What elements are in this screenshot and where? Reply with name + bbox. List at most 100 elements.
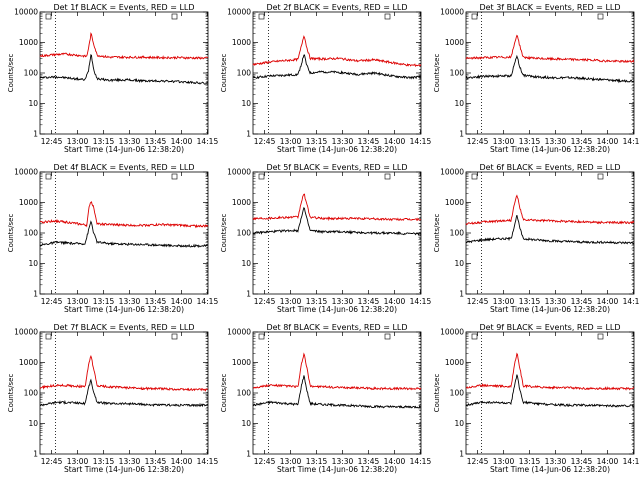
- y-tick-label: 10: [241, 99, 251, 108]
- y-tick-label: 100: [24, 389, 39, 398]
- interval-marker: [471, 13, 478, 20]
- interval-marker: [384, 13, 391, 20]
- x-axis-label: Start Time (14-Jun-06 12:38:20): [490, 465, 610, 474]
- chart-panel-2: Det 2f BLACK = Events, RED = LLD 12:45 13:…: [220, 3, 431, 154]
- series-line-lld: [39, 355, 208, 392]
- y-tick-label: 10000: [227, 328, 251, 337]
- y-tick-label: 1000: [445, 198, 464, 207]
- y-tick-label: 10: [454, 419, 464, 428]
- x-tick-label: 12:45: [254, 137, 276, 146]
- y-tick-label: 1000: [19, 358, 38, 367]
- x-tick-label: 14:00: [384, 457, 406, 466]
- y-tick-label: 10: [241, 259, 251, 268]
- y-tick-label: 100: [24, 69, 39, 78]
- x-axis-label: Start Time (14-Jun-06 12:38:20): [64, 305, 184, 314]
- y-axis-label: Counts/sec: [220, 54, 228, 93]
- y-axis-label: Counts/sec: [7, 374, 15, 413]
- x-tick-label: 13:00: [493, 297, 515, 306]
- x-tick-label: 13:15: [519, 457, 541, 466]
- plot-frame: [39, 11, 209, 135]
- y-tick-label: 10: [28, 99, 38, 108]
- y-tick-label: 1000: [232, 38, 251, 47]
- chart-title: Det 6f BLACK = Events, RED = LLD: [479, 163, 620, 172]
- y-tick-label: 1: [33, 450, 38, 459]
- y-axis-label: Counts/sec: [7, 54, 15, 93]
- y-tick-label: 1000: [19, 38, 38, 47]
- x-tick-label: 13:30: [119, 457, 141, 466]
- plot-frame: [39, 331, 209, 455]
- x-tick-label: 13:45: [571, 457, 593, 466]
- y-tick-label: 10000: [440, 8, 464, 17]
- series-line-events: [465, 54, 635, 84]
- x-tick-label: 13:30: [545, 137, 567, 146]
- y-tick-label: 1000: [445, 38, 464, 47]
- y-tick-label: 1: [33, 130, 38, 139]
- y-axis-label: Counts/sec: [220, 214, 228, 253]
- x-tick-label: 13:00: [280, 137, 302, 146]
- x-axis-label: Start Time (14-Jun-06 12:38:20): [490, 145, 610, 154]
- x-tick-label: 13:15: [93, 297, 115, 306]
- x-tick-label: 13:15: [306, 457, 328, 466]
- x-tick-label: 13:30: [332, 457, 354, 466]
- x-tick-label: 14:00: [597, 457, 619, 466]
- y-tick-label: 100: [24, 229, 39, 238]
- interval-marker: [258, 173, 265, 180]
- y-tick-label: 10000: [14, 8, 38, 17]
- x-tick-label: 14:15: [197, 457, 219, 466]
- series-line-lld: [465, 194, 635, 226]
- y-tick-label: 100: [237, 69, 252, 78]
- plot-frame: [252, 171, 422, 295]
- y-axis-label: Counts/sec: [433, 374, 441, 413]
- plot-frame: [465, 331, 635, 455]
- chart-title: Det 8f BLACK = Events, RED = LLD: [266, 323, 407, 332]
- x-axis-label: Start Time (14-Jun-06 12:38:20): [277, 465, 397, 474]
- x-tick-label: 13:30: [332, 297, 354, 306]
- y-tick-label: 1: [246, 290, 251, 299]
- x-tick-label: 14:15: [410, 137, 432, 146]
- x-tick-label: 12:45: [41, 137, 63, 146]
- x-tick-label: 13:15: [306, 137, 328, 146]
- y-tick-label: 10: [454, 259, 464, 268]
- y-tick-label: 1000: [445, 358, 464, 367]
- interval-marker: [597, 173, 604, 180]
- y-tick-label: 100: [450, 69, 465, 78]
- x-tick-label: 14:15: [197, 297, 219, 306]
- plot-frame: [252, 11, 422, 135]
- series-line-lld: [465, 352, 635, 391]
- y-axis-label: Counts/sec: [7, 214, 15, 253]
- y-tick-label: 1: [459, 130, 464, 139]
- x-tick-label: 14:00: [384, 137, 406, 146]
- x-tick-label: 12:45: [41, 457, 63, 466]
- chart-title: Det 3f BLACK = Events, RED = LLD: [479, 3, 620, 12]
- series-line-events: [39, 54, 209, 85]
- x-tick-label: 14:15: [623, 457, 640, 466]
- x-tick-label: 12:45: [467, 297, 489, 306]
- chart-panel-3: Det 3f BLACK = Events, RED = LLD 12:45 13:…: [433, 3, 640, 154]
- series-line-events: [252, 54, 422, 80]
- x-tick-label: 12:45: [467, 457, 489, 466]
- chart-title: Det 5f BLACK = Events, RED = LLD: [266, 163, 407, 172]
- interval-marker: [597, 13, 604, 20]
- x-tick-label: 13:30: [119, 137, 141, 146]
- x-tick-label: 13:30: [545, 457, 567, 466]
- interval-marker: [258, 13, 265, 20]
- interval-marker: [45, 13, 52, 20]
- series-line-events: [465, 374, 635, 408]
- chart-panel-9: Det 9f BLACK = Events, RED = LLD 12:45 13:…: [433, 323, 640, 474]
- x-tick-label: 14:00: [171, 297, 193, 306]
- chart-title: Det 2f BLACK = Events, RED = LLD: [266, 3, 407, 12]
- x-tick-label: 13:45: [358, 297, 380, 306]
- x-tick-label: 13:15: [93, 137, 115, 146]
- x-axis-label: Start Time (14-Jun-06 12:38:20): [277, 145, 397, 154]
- x-tick-label: 13:00: [280, 457, 302, 466]
- y-tick-label: 10: [241, 419, 251, 428]
- x-tick-label: 12:45: [41, 297, 63, 306]
- series-line-lld: [252, 35, 422, 68]
- series-line-lld: [252, 352, 422, 391]
- x-tick-label: 13:45: [145, 457, 167, 466]
- y-tick-label: 1: [246, 450, 251, 459]
- y-tick-label: 1000: [19, 198, 38, 207]
- x-tick-label: 14:00: [384, 297, 406, 306]
- interval-marker: [384, 173, 391, 180]
